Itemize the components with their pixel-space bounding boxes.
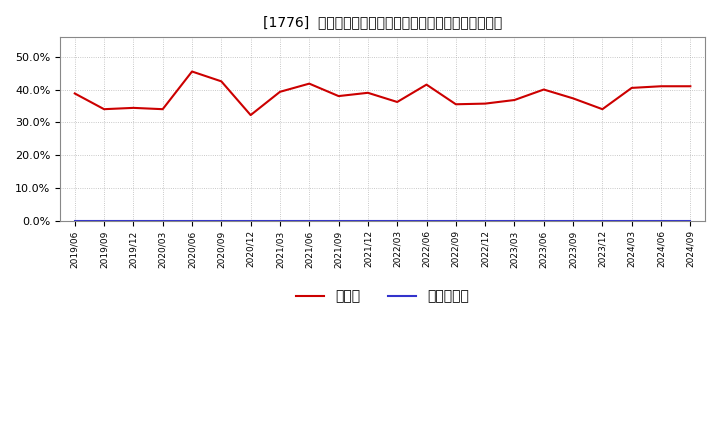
有利子負債 [246,218,255,223]
現預金 [569,96,577,101]
現預金 [188,69,197,74]
有利子負債 [305,218,314,223]
現預金 [686,84,695,89]
現預金 [276,89,284,95]
現預金 [627,85,636,91]
現預金 [158,106,167,112]
有利子負債 [451,218,460,223]
現預金 [451,102,460,107]
有利子負債 [510,218,519,223]
現預金 [246,113,255,118]
有利子負債 [686,218,695,223]
Legend: 現預金, 有利子負債: 現預金, 有利子負債 [291,284,474,309]
Line: 現預金: 現預金 [75,72,690,115]
有利子負債 [71,218,79,223]
現預金 [100,106,109,112]
有利子負債 [422,218,431,223]
現預金 [305,81,314,86]
現預金 [539,87,548,92]
現預金 [598,106,607,112]
現預金 [71,91,79,96]
有利子負債 [598,218,607,223]
Title: [1776]  現預金、有利子負債の総資産に対する比率の推移: [1776] 現預金、有利子負債の総資産に対する比率の推移 [263,15,502,29]
有利子負債 [364,218,372,223]
現預金 [422,82,431,87]
有利子負債 [158,218,167,223]
現預金 [129,105,138,110]
有利子負債 [100,218,109,223]
現預金 [334,93,343,99]
現預金 [393,99,402,105]
有利子負債 [276,218,284,223]
有利子負債 [481,218,490,223]
現預金 [657,84,665,89]
有利子負債 [627,218,636,223]
有利子負債 [217,218,225,223]
現預金 [481,101,490,106]
現預金 [510,97,519,103]
有利子負債 [657,218,665,223]
有利子負債 [569,218,577,223]
有利子負債 [129,218,138,223]
現預金 [364,90,372,95]
現預金 [217,79,225,84]
有利子負債 [539,218,548,223]
有利子負債 [393,218,402,223]
有利子負債 [334,218,343,223]
有利子負債 [188,218,197,223]
